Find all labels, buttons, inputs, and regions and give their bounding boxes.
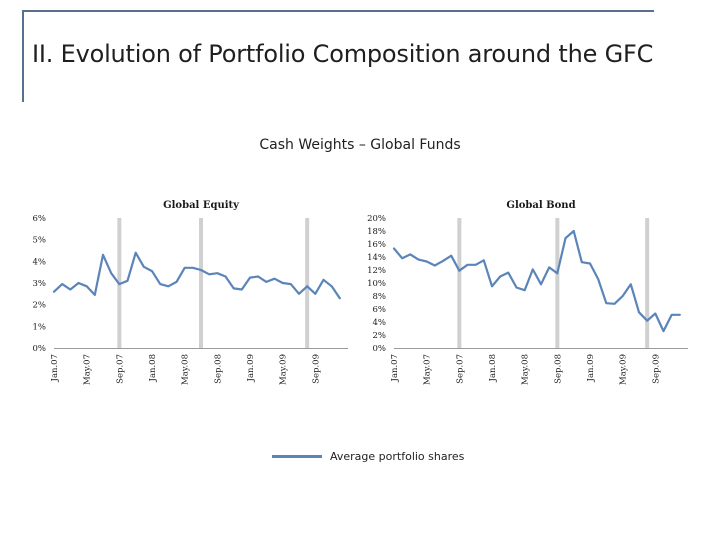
y-tick-label: 8% (373, 292, 387, 302)
y-tick-label: 14% (367, 253, 386, 263)
crisis-marker-bar (555, 218, 560, 348)
series-line (52, 251, 341, 300)
x-tick-label: Jan.08 (488, 354, 498, 382)
y-tick-label: 2% (373, 331, 387, 341)
x-tick-label: Sep.07 (455, 354, 465, 384)
y-tick-label: 4% (373, 318, 387, 328)
crisis-marker-bar (305, 218, 310, 348)
chart-subtitle: Cash Weights – Global Funds (259, 137, 461, 153)
y-tick-label: 10% (367, 279, 386, 289)
y-tick-label: 12% (367, 266, 386, 276)
chart-title: Global Bond (506, 200, 575, 211)
x-tick-label: Sep.07 (115, 354, 125, 384)
y-tick-label: 6% (33, 214, 47, 224)
x-tick-label: Jan.09 (246, 354, 256, 382)
y-tick-label: 4% (33, 257, 47, 267)
legend-label: Average portfolio shares (330, 450, 465, 463)
global-equity-chart: Global Equity 0% 1% 2% 3% 4% 5% 6% Jan.07 May.07 S… (14, 192, 356, 390)
x-tick-label: Jan.07 (390, 354, 400, 382)
x-tick-label: Sep.08 (553, 354, 563, 384)
x-tick-label: Jan.09 (586, 354, 596, 382)
x-tick-label: May.09 (279, 354, 289, 385)
crisis-marker-bar (645, 218, 650, 348)
y-tick-label: 0% (373, 344, 387, 354)
y-tick-label: 5% (33, 236, 47, 246)
y-tick-label: 2% (33, 301, 47, 311)
y-tick-label: 3% (33, 279, 47, 289)
chart-svg: Global Equity 0% 1% 2% 3% 4% 5% 6% Jan.07 May.07 S… (33, 200, 348, 385)
chart-svg: Global Bond 0% 2% 4% 6% 8% 10% 12% 14% 16% 18% 20% J… (367, 200, 688, 385)
x-tick-label: May.08 (181, 354, 191, 385)
x-tick-label: May.09 (619, 354, 629, 385)
title-frame-top (24, 10, 654, 12)
x-tick-label: Sep.08 (213, 354, 223, 384)
slide-title: II. Evolution of Portfolio Composition a… (32, 40, 654, 68)
x-tick-label: Sep.09 (311, 354, 321, 384)
series-line (392, 229, 681, 333)
x-tick-label: Jan.08 (148, 354, 158, 382)
crisis-marker-bar (199, 218, 203, 348)
title-frame-left (22, 10, 24, 102)
x-tick-label: May.07 (83, 354, 93, 385)
crisis-marker-bar (457, 218, 462, 348)
x-tick-label: Sep.09 (651, 354, 661, 384)
y-tick-label: 6% (373, 305, 387, 315)
x-tick-label: May.07 (423, 354, 433, 385)
global-bond-chart: Global Bond 0% 2% 4% 6% 8% 10% 12% 14% 16% 18% 20% J… (356, 192, 696, 390)
x-tick-label: Jan.07 (50, 354, 60, 382)
y-tick-label: 20% (367, 214, 386, 224)
chart-title: Global Equity (163, 200, 240, 211)
y-tick-label: 18% (367, 227, 386, 237)
x-tick-label: May.08 (521, 354, 531, 385)
y-tick-label: 16% (367, 240, 386, 250)
y-tick-label: 1% (33, 322, 47, 332)
y-tick-label: 0% (33, 344, 47, 354)
legend-line-swatch (272, 455, 322, 458)
